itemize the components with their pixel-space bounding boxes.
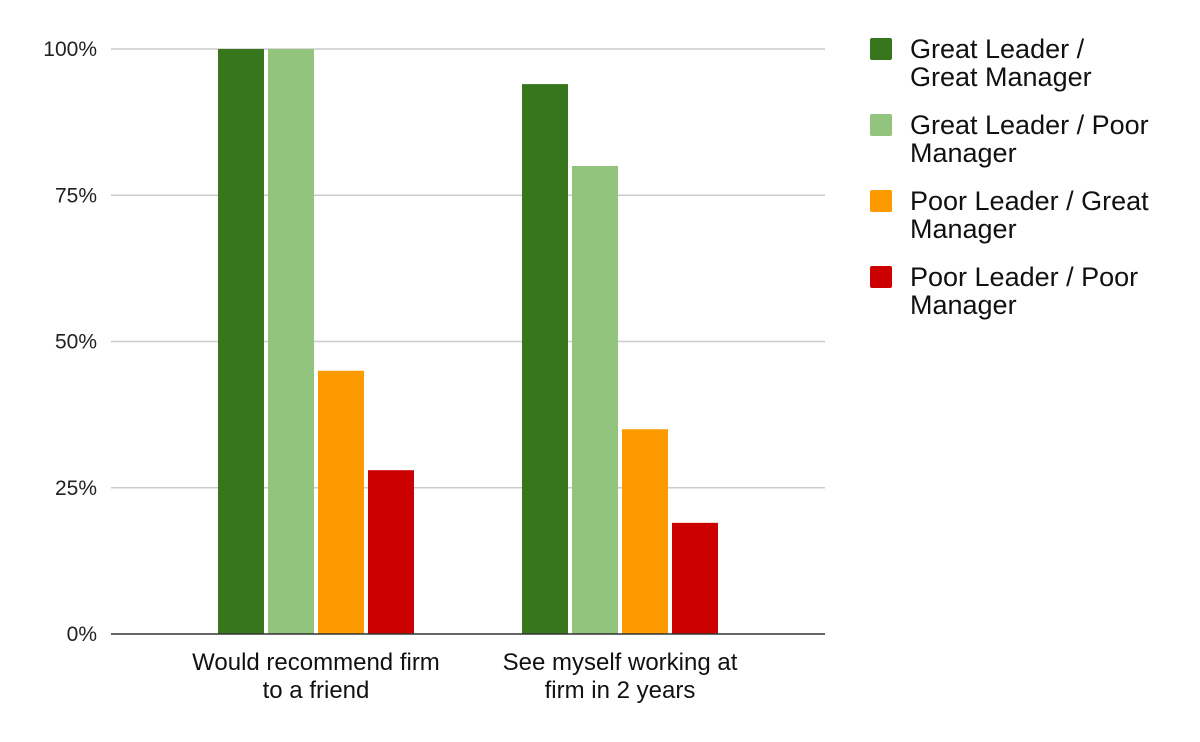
legend-swatch (870, 266, 892, 288)
bars (218, 49, 718, 635)
y-axis: 0% 25% 50% 75% 100% (43, 38, 97, 646)
y-tick-label: 100% (43, 38, 97, 61)
y-tick-label: 50% (55, 331, 97, 354)
legend-label: Poor Leader / Poor Manager (910, 262, 1138, 320)
bar (522, 84, 568, 635)
legend-label: Poor Leader / Great Manager (910, 186, 1149, 244)
x-category-label: See myself working at firm in 2 years (503, 649, 738, 704)
legend-swatch (870, 190, 892, 212)
legend-swatch (870, 114, 892, 136)
y-tick-label: 25% (55, 477, 97, 500)
legend-swatch (870, 38, 892, 60)
legend: Great Leader / Great Manager Great Leader … (870, 34, 1149, 320)
bar (368, 470, 414, 634)
y-tick-label: 75% (55, 184, 97, 207)
bar (672, 522, 718, 634)
legend-label: Great Leader / Poor Manager (910, 110, 1149, 168)
bar (318, 370, 364, 634)
bar (572, 166, 618, 634)
bar (622, 429, 668, 634)
bar (268, 49, 314, 634)
x-category-label: Would recommend firm to a friend (192, 649, 440, 704)
x-axis: Would recommend firm to a friend See mysel… (111, 633, 825, 704)
legend-label: Great Leader / Great Manager (910, 34, 1092, 92)
y-tick-label: 0% (67, 623, 97, 646)
bar (218, 49, 264, 634)
